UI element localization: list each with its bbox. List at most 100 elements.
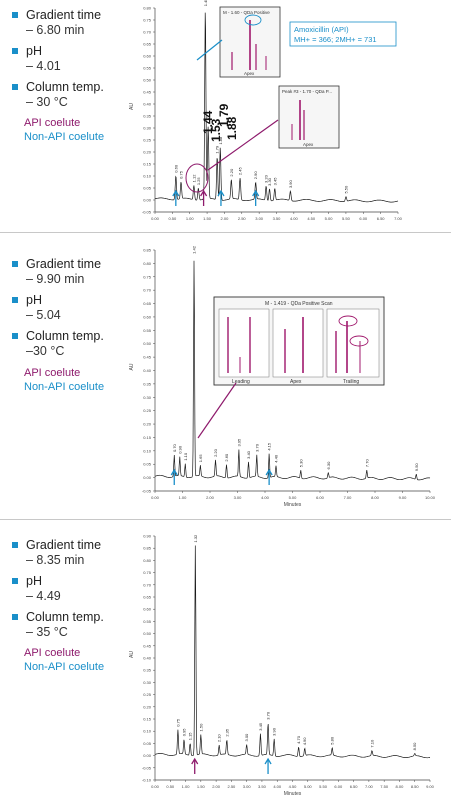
peak-retention-label: 2.60 <box>224 453 229 462</box>
x-tick-label: 8.50 <box>411 784 420 789</box>
y-tick-label: 0.55 <box>143 66 152 71</box>
x-tick-label: 8.00 <box>371 495 380 500</box>
peak-retention-label: 5.30 <box>298 459 303 468</box>
y-tick-label: 0.30 <box>143 395 152 400</box>
method-params-1: Gradient time – 6.80 min pH – 4.01 Colum… <box>10 8 104 144</box>
x-tick-label: 2.50 <box>227 784 236 789</box>
x-tick-label: 2.00 <box>212 784 221 789</box>
x-tick-label: 6.50 <box>350 784 359 789</box>
bullet-icon <box>12 614 18 620</box>
peak-retention-label: 3.90 <box>272 727 277 736</box>
peak-retention-label: 1.88 <box>218 136 223 145</box>
peak-retention-label: 4.70 <box>296 735 301 744</box>
inset-footer: Apex <box>303 142 314 147</box>
callout-connector <box>196 39 223 61</box>
y-tick-label: 0.80 <box>143 6 152 11</box>
inset-footer: Apex <box>244 71 255 76</box>
non-api-coelute-arrow <box>264 757 272 765</box>
peak-retention-label: 3.40 <box>246 450 251 459</box>
y-tick-label: -0.05 <box>142 765 152 770</box>
x-tick-label: 4.00 <box>273 784 282 789</box>
y-tick-label: 0.20 <box>143 422 152 427</box>
param-label: Column temp. <box>26 80 104 94</box>
peak-retention-label: 3.20 <box>264 174 269 183</box>
x-tick-label: 1.00 <box>186 216 195 221</box>
chart-plot: -0.050.000.050.100.150.200.250.300.350.4… <box>129 245 436 508</box>
peak-retention-label: 2.10 <box>217 734 222 743</box>
y-tick-label: 0.00 <box>143 753 152 758</box>
x-tick-label: 1.00 <box>182 784 191 789</box>
y-tick-label: 0.25 <box>143 138 152 143</box>
param-value: – 35 °C <box>26 625 68 639</box>
y-tick-label: 0.90 <box>143 534 152 539</box>
y-tick-label: 0.10 <box>143 448 152 453</box>
peak-retention-label: 3.70 <box>254 443 259 452</box>
bullet-icon <box>12 261 18 267</box>
y-tick-label: 0.75 <box>143 18 152 23</box>
peak-retention-label: 1.12 <box>191 174 196 183</box>
peak-retention-label: 4.90 <box>302 737 307 746</box>
peak-retention-label: 0.75 <box>179 170 184 179</box>
x-tick-label: 7.50 <box>380 784 389 789</box>
peak-retention-label: 0.60 <box>173 164 178 173</box>
peak-retention-label: 1.53 <box>206 115 211 124</box>
x-tick-label: 2.50 <box>238 216 247 221</box>
non-api-coelute-arrow <box>265 468 273 476</box>
panel-separator <box>0 519 451 520</box>
peak-retention-label: 0.70 <box>172 443 177 452</box>
y-tick-label: 0.75 <box>143 570 152 575</box>
y-tick-label: 0.20 <box>143 704 152 709</box>
y-tick-label: 0.55 <box>143 619 152 624</box>
panel-1: Gradient time – 6.80 min pH – 4.01 Colum… <box>0 0 451 232</box>
param-label: Column temp. <box>26 329 104 343</box>
param-value: – 4.49 <box>26 589 61 603</box>
y-tick-label: 0.00 <box>143 475 152 480</box>
x-tick-label: 2.00 <box>206 495 215 500</box>
chromatogram-trace <box>154 545 431 759</box>
panel-3: Gradient time – 8.35 min pH – 4.49 Colum… <box>0 520 451 800</box>
peak-retention-label: 1.79 <box>215 145 220 154</box>
x-tick-label: 3.00 <box>243 784 252 789</box>
x-tick-label: 4.50 <box>289 784 298 789</box>
legend-api-coelute: API coelute <box>24 117 81 129</box>
x-tick-label: 1.50 <box>203 216 212 221</box>
api-coelute-marker <box>185 163 209 193</box>
method-params-3: Gradient time – 8.35 min pH – 4.49 Colum… <box>10 538 104 674</box>
param-value: – 8.35 min <box>26 553 85 567</box>
x-tick-label: 1.00 <box>179 495 188 500</box>
bullet-icon <box>12 48 18 54</box>
api-coelute-arrow <box>191 757 199 765</box>
callout-box <box>289 21 397 47</box>
legend-non-api-coelute: Non-API coelute <box>24 661 105 673</box>
callout-text: Amoxicillin (API) <box>294 25 349 34</box>
inset-title: M - 1.60 - QDa Positive <box>223 10 270 15</box>
inset-title: M - 1.419 - QDa Positive Scan <box>265 301 333 307</box>
y-tick-label: 0.15 <box>143 435 152 440</box>
legend-non-api-coelute: Non-API coelute <box>24 381 105 393</box>
x-tick-label: 8.00 <box>396 784 405 789</box>
x-tick-label: 0.50 <box>166 784 175 789</box>
peak-retention-label: 0.75 <box>175 718 180 727</box>
x-tick-label: 2.00 <box>221 216 230 221</box>
x-tick-label: 0.50 <box>168 216 177 221</box>
peak-retention-label: 6.30 <box>326 461 331 470</box>
peak-retention-label: 0.95 <box>182 728 187 737</box>
peak-retention-label: 5.50 <box>343 185 348 194</box>
y-tick-label: 0.20 <box>143 150 152 155</box>
callout-text: MH+ = 366; 2MH+ = 731 <box>294 35 377 44</box>
non-api-coelute-arrow <box>170 468 178 476</box>
y-tick-label: -0.05 <box>142 489 152 494</box>
param-value: – 9.90 min <box>26 272 85 286</box>
chromatogram-1: -0.050.000.050.100.150.200.250.300.350.4… <box>129 0 403 221</box>
x-tick-label: 0.00 <box>151 495 160 500</box>
chart-plot: -0.050.000.050.100.150.200.250.300.350.4… <box>129 0 403 221</box>
peak-retention-label: 1.25 <box>196 177 201 186</box>
y-tick-label: 0.10 <box>143 174 152 179</box>
y-tick-label: 0.50 <box>143 631 152 636</box>
peak-label: 1.79 <box>217 103 231 127</box>
y-tick-label: 0.60 <box>143 607 152 612</box>
y-axis-label: AU <box>129 651 135 658</box>
method-params-2: Gradient time – 9.90 min pH – 5.04 Colum… <box>10 257 104 394</box>
y-tick-label: 0.65 <box>143 42 152 47</box>
peak-label: 1.44 <box>201 110 215 134</box>
